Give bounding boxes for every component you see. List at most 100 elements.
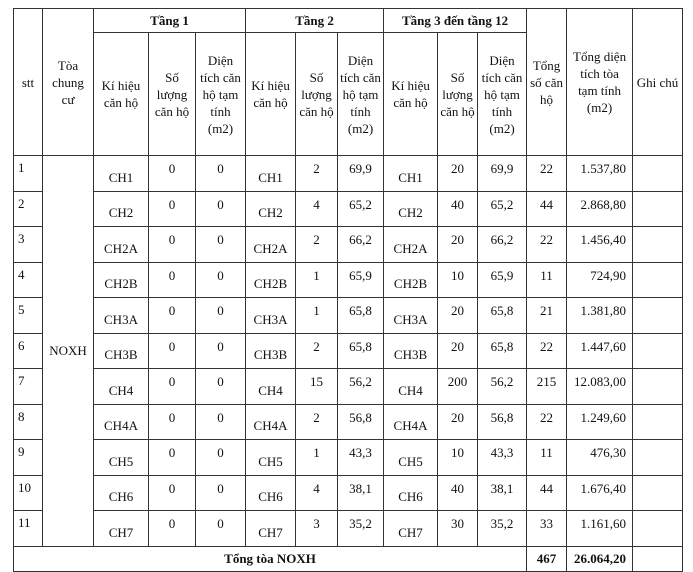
table-row: 5 CH3A 0 0 CH3A 1 65,8 CH3A 20 65,8 21 1.381,80 [13,297,684,334]
note-cell [632,155,684,192]
header-sub: Kí hiệu căn hộ [245,32,297,156]
cell: 1 [295,261,339,298]
cell: 1.447,60 [566,332,634,369]
cell: 0 [148,226,196,263]
cell: 65,8 [337,332,385,369]
cell: 0 [148,297,196,334]
cell: 66,2 [337,226,385,263]
cell: 20 [437,155,479,192]
cell: 11 [13,510,43,547]
cell: 11 [526,439,568,476]
cell: 4 [13,261,43,298]
cell: CH7 [245,510,297,547]
cell: 35,2 [477,510,528,547]
cell: CH6 [93,474,149,511]
cell: 0 [194,439,247,476]
cell: 0 [194,368,247,405]
cell: 65,8 [337,297,385,334]
cell: CH5 [245,439,297,476]
header-sub: Diện tích căn hộ tạm tính (m2) [194,32,247,156]
table-row: 2 CH2 0 0 CH2 4 65,2 CH2 40 65,2 44 2.868,80 [13,190,684,227]
footer-total-units: 467 [526,545,568,572]
cell: 44 [526,190,568,227]
footer-total-area: 26.064,20 [566,545,634,572]
header-total-area: Tổng diện tích tòa tạm tính (m2) [566,8,634,156]
cell: 0 [194,332,247,369]
table-row: 10 CH6 0 0 CH6 4 38,1 CH6 40 38,1 44 1.676,40 [13,474,684,511]
cell: 1.249,60 [566,403,634,440]
cell: 4 [295,190,339,227]
cell: CH2A [93,226,149,263]
cell: 65,8 [477,297,528,334]
cell: 35,2 [337,510,385,547]
cell: CH3B [245,332,297,369]
cell: 20 [437,403,479,440]
cell: 56,8 [477,403,528,440]
cell: CH2 [245,190,297,227]
cell: 3 [295,510,339,547]
note-cell [632,403,684,440]
cell: CH2B [245,261,297,298]
header-building: Tòa chung cư [42,8,94,156]
cell: 0 [148,190,196,227]
note-cell [632,474,684,511]
note-cell [632,545,684,572]
table-row: 7 CH4 0 0 CH4 15 56,2 CH4 200 56,2 215 12.083,00 [13,368,684,405]
cell: 65,2 [477,190,528,227]
cell: 1.456,40 [566,226,634,263]
table-row: 11 CH7 0 0 CH7 3 35,2 CH7 30 35,2 33 1.161,60 [13,510,684,547]
cell: 30 [437,510,479,547]
cell: 0 [148,403,196,440]
cell: 20 [437,226,479,263]
cell: CH4A [383,403,439,440]
cell: 20 [437,332,479,369]
cell: 43,3 [337,439,385,476]
cell: 22 [526,403,568,440]
cell: 10 [13,474,43,511]
cell: 1 [295,439,339,476]
cell: 0 [148,155,196,192]
cell: 10 [437,261,479,298]
cell: 22 [526,332,568,369]
cell: 69,9 [477,155,528,192]
cell: 0 [194,261,247,298]
cell: CH3B [93,332,149,369]
header-stt: stt [13,8,43,156]
building-name: NOXH [42,155,94,547]
cell: 69,9 [337,155,385,192]
cell: CH3A [93,297,149,334]
cell: 0 [194,226,247,263]
cell: 22 [526,155,568,192]
cell: 215 [526,368,568,405]
cell: 65,9 [337,261,385,298]
header-sub: Số lượng căn hộ [148,32,196,156]
cell: 15 [295,368,339,405]
cell: 2 [13,190,43,227]
cell: 1.381,80 [566,297,634,334]
cell: 56,2 [477,368,528,405]
apartment-table: stt Tòa chung cư Tầng 1 Tầng 2 Tầng 3 đế… [12,8,684,572]
cell: 11 [526,261,568,298]
table-row: 4 CH2B 0 0 CH2B 1 65,9 CH2B 10 65,9 11 724,90 [13,261,684,298]
cell: 476,30 [566,439,634,476]
cell: CH4A [245,403,297,440]
cell: 2 [295,332,339,369]
cell: CH3B [383,332,439,369]
cell: CH6 [245,474,297,511]
cell: 0 [148,439,196,476]
header-sub: Kí hiệu căn hộ [383,32,439,156]
table-row: 1 NOXH CH1 0 0 CH1 2 69,9 CH1 20 69,9 22 1.537,80 [13,155,684,547]
cell: 65,2 [337,190,385,227]
cell: 33 [526,510,568,547]
cell: 2 [295,226,339,263]
table-row: 6 CH3B 0 0 CH3B 2 65,8 CH3B 20 65,8 22 1.447,60 [13,332,684,369]
cell: 2.868,80 [566,190,634,227]
header-sub: Số lượng căn hộ [437,32,479,156]
cell: 200 [437,368,479,405]
cell: 0 [194,474,247,511]
cell: 56,8 [337,403,385,440]
cell: CH2A [245,226,297,263]
cell: CH2 [93,190,149,227]
cell: 12.083,00 [566,368,634,405]
note-cell [632,190,684,227]
